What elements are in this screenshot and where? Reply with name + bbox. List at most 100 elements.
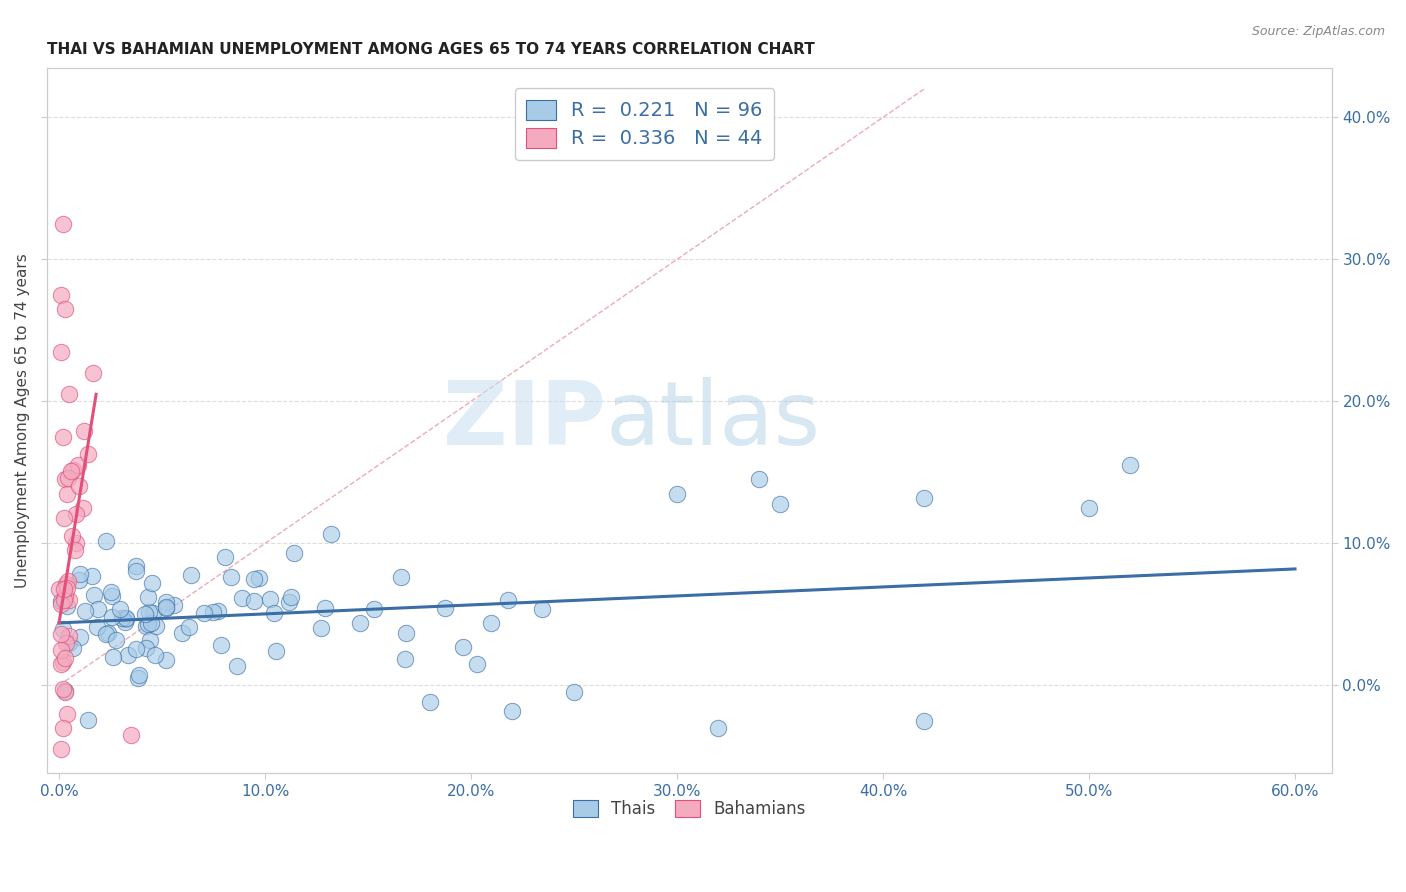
Point <box>49 344 72 359</box>
Point <box>562 685 585 699</box>
Point <box>283 546 305 560</box>
Point <box>86 620 108 634</box>
Point <box>135 619 157 633</box>
Point <box>264 644 287 658</box>
Point <box>56 574 79 589</box>
Point <box>214 549 236 564</box>
Point <box>117 648 139 662</box>
Point <box>53 685 76 699</box>
Point <box>55 636 77 650</box>
Point <box>53 301 76 316</box>
Point <box>912 491 935 505</box>
Point <box>1119 458 1142 473</box>
Point <box>219 570 242 584</box>
Point <box>69 630 91 644</box>
Point <box>53 651 76 665</box>
Point <box>193 606 215 620</box>
Point <box>58 593 80 607</box>
Point <box>769 497 792 511</box>
Point <box>58 629 80 643</box>
Point <box>177 620 200 634</box>
Point <box>155 594 177 608</box>
Point <box>73 424 96 438</box>
Point <box>125 642 148 657</box>
Point <box>1078 500 1101 515</box>
Point <box>101 610 124 624</box>
Point <box>49 742 72 756</box>
Point <box>53 592 76 607</box>
Point <box>49 594 72 608</box>
Point <box>86 602 108 616</box>
Point <box>111 610 134 624</box>
Point <box>58 387 80 401</box>
Point <box>62 529 84 543</box>
Point <box>49 288 72 302</box>
Point <box>69 567 91 582</box>
Text: atlas: atlas <box>606 377 821 464</box>
Point <box>58 636 80 650</box>
Point <box>163 598 186 612</box>
Point <box>209 638 232 652</box>
Point <box>101 589 124 603</box>
Point <box>53 473 76 487</box>
Point <box>94 626 117 640</box>
Point <box>49 627 72 641</box>
Point <box>349 616 371 631</box>
Point <box>65 508 87 522</box>
Point <box>52 430 75 444</box>
Point <box>243 572 266 586</box>
Point <box>138 605 160 619</box>
Point <box>141 616 163 631</box>
Point <box>125 559 148 574</box>
Point <box>52 721 75 735</box>
Point <box>76 713 98 727</box>
Text: THAI VS BAHAMIAN UNEMPLOYMENT AMONG AGES 65 TO 74 YEARS CORRELATION CHART: THAI VS BAHAMIAN UNEMPLOYMENT AMONG AGES… <box>46 42 814 57</box>
Point <box>75 604 97 618</box>
Point <box>104 632 127 647</box>
Point <box>100 584 122 599</box>
Point <box>83 588 105 602</box>
Point <box>155 600 177 615</box>
Point <box>707 721 730 735</box>
Point <box>141 575 163 590</box>
Point <box>51 655 73 669</box>
Point <box>136 616 159 631</box>
Point <box>56 706 79 721</box>
Point <box>145 618 167 632</box>
Point <box>66 458 89 472</box>
Point <box>136 590 159 604</box>
Point <box>103 649 125 664</box>
Point <box>49 657 72 671</box>
Point <box>56 470 79 484</box>
Point <box>170 626 193 640</box>
Point <box>135 641 157 656</box>
Point <box>501 704 523 718</box>
Point <box>531 602 554 616</box>
Point <box>666 486 689 500</box>
Point <box>394 652 416 666</box>
Point <box>72 500 94 515</box>
Point <box>94 534 117 549</box>
Point <box>67 574 90 588</box>
Point <box>120 728 142 742</box>
Point <box>53 684 76 698</box>
Point <box>56 486 79 500</box>
Point <box>363 602 385 616</box>
Point <box>51 682 73 697</box>
Point <box>134 607 156 622</box>
Point <box>114 615 136 629</box>
Point <box>202 605 225 619</box>
Point <box>479 615 502 630</box>
Point <box>467 657 489 671</box>
Point <box>155 653 177 667</box>
Point <box>263 607 285 621</box>
Text: ZIP: ZIP <box>443 377 606 464</box>
Point <box>389 569 412 583</box>
Point <box>80 569 103 583</box>
Point <box>243 594 266 608</box>
Point <box>65 536 87 550</box>
Point <box>433 601 456 615</box>
Point <box>180 568 202 582</box>
Point <box>52 582 75 596</box>
Point <box>53 589 76 603</box>
